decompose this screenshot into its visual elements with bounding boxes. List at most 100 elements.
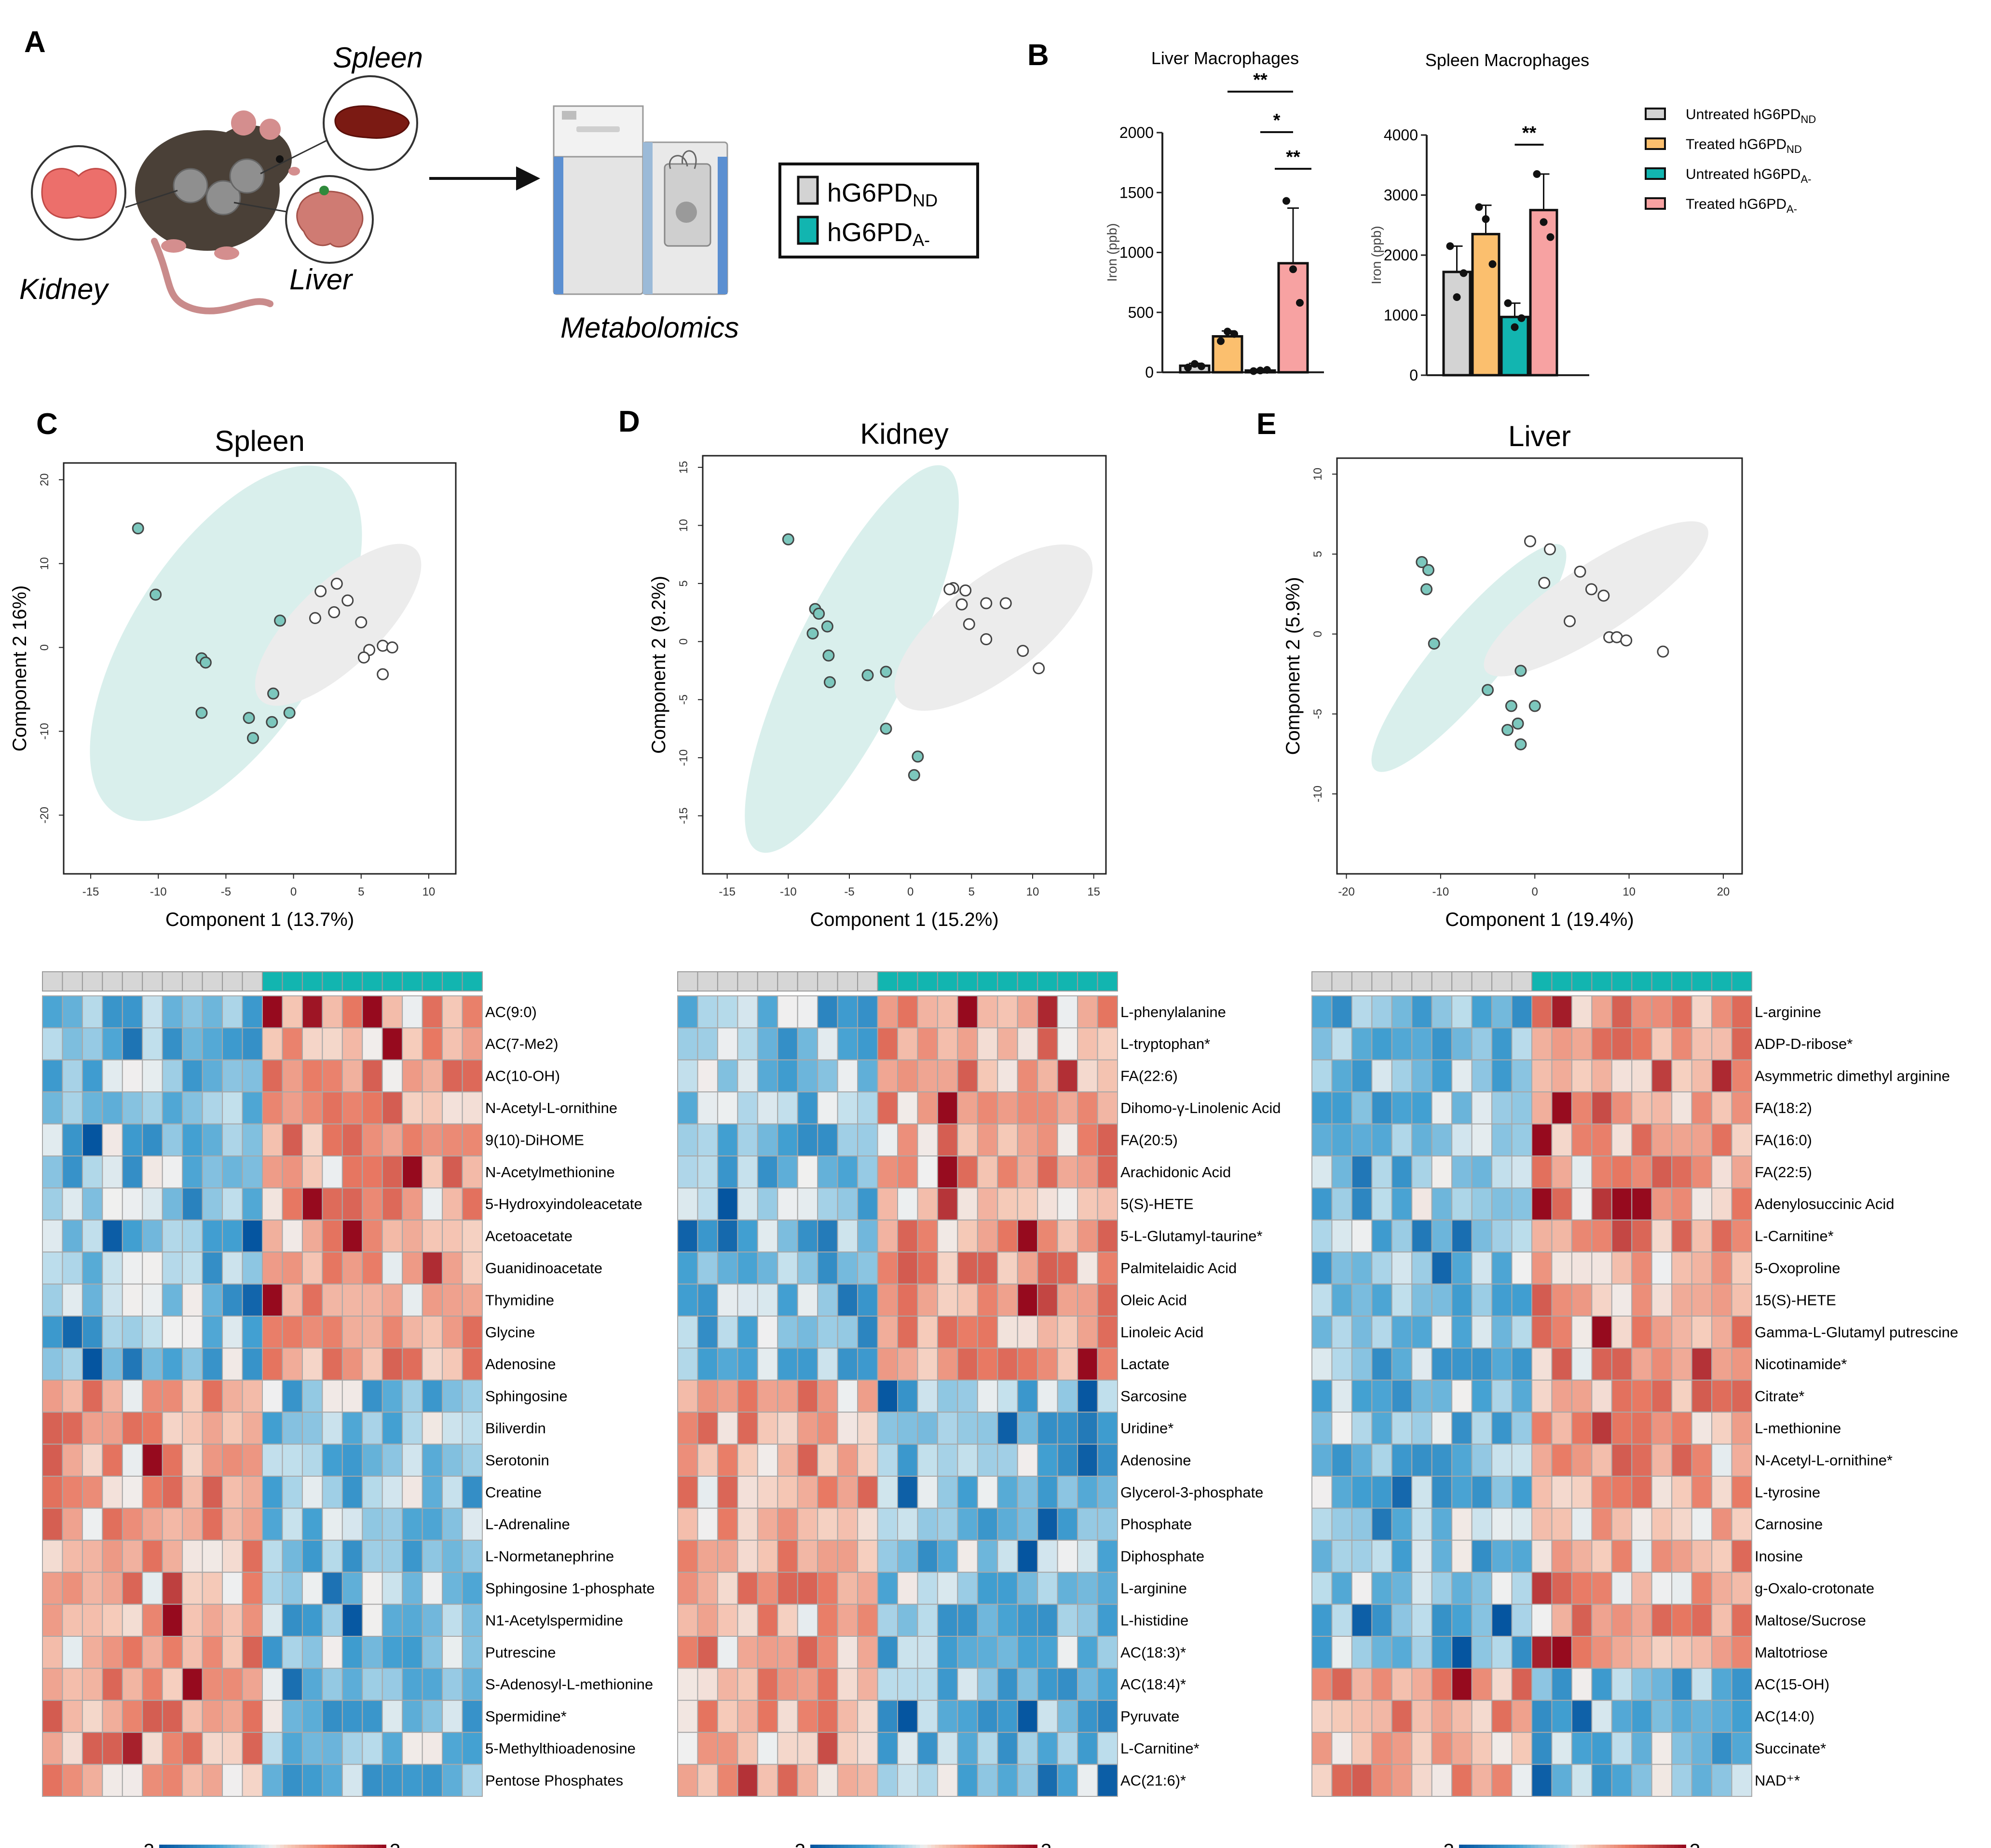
heatmap-cell (777, 995, 798, 1029)
x-tick-label: 0 (290, 885, 297, 898)
heatmap-cell (937, 1316, 958, 1349)
heatmap-cell (242, 1347, 263, 1381)
heatmap-cell (382, 1412, 403, 1445)
heatmap-cell (282, 1123, 303, 1157)
heatmap-cell (102, 1699, 123, 1733)
heatmap-cell (1671, 1219, 1692, 1253)
heatmap-cell (341, 1123, 363, 1157)
heatmap-cell (857, 1379, 878, 1413)
heatmap-cell (1611, 1476, 1633, 1509)
heatmap-cell (1037, 1539, 1058, 1573)
heatmap-cell (1531, 995, 1553, 1029)
heatmap-cell (857, 1123, 878, 1157)
heatmap-cell (717, 1476, 738, 1509)
heatmap-cell (182, 1764, 203, 1797)
heatmap-cell (222, 1091, 243, 1125)
heatmap-cell (301, 1283, 323, 1317)
heatmap-cell (1491, 1251, 1513, 1285)
heatmap-cell (1611, 1155, 1633, 1189)
heatmap-cell (122, 1476, 143, 1509)
x-tick-label: 10 (423, 885, 436, 898)
heatmap-cell (1651, 1443, 1673, 1477)
color-scale-segment (1482, 1845, 1486, 1848)
heatmap-cell (977, 1699, 998, 1733)
heatmap-cell (1531, 1283, 1553, 1317)
row-label: AC(15-OH) (1755, 1676, 1829, 1693)
heatmap-cell (1057, 1699, 1078, 1733)
heatmap-cell (737, 1539, 758, 1573)
heatmap-cell (341, 1091, 363, 1125)
heatmap-cell (1037, 995, 1058, 1029)
heatmap-cell (1471, 1764, 1493, 1797)
bar-1 (1442, 271, 1472, 377)
color-scale-segment (212, 1845, 217, 1848)
kidney-heatmap: L-phenylalanineL-tryptophan*FA(22:6)Diho… (677, 971, 1281, 1848)
heatmap-cell (182, 1572, 203, 1605)
heatmap-cell (202, 1764, 223, 1797)
heatmap-cell (957, 1412, 978, 1445)
heatmap-cell (1371, 1283, 1392, 1317)
heatmap-cell (997, 1219, 1018, 1253)
heatmap-cell (1331, 1412, 1352, 1445)
color-scale-segment (1633, 1845, 1637, 1848)
color-scale-segment (197, 1845, 202, 1848)
row-label: 5-L-Glutamyl-taurine* (1120, 1228, 1263, 1245)
scatter-point (861, 669, 874, 681)
heatmap-cell (1691, 1379, 1713, 1413)
color-scale-segment (954, 1845, 958, 1848)
heatmap-cell (102, 1508, 123, 1541)
heatmap-cell (1591, 1027, 1612, 1060)
heatmap-cell (1691, 1155, 1713, 1189)
heatmap-cell (162, 1476, 183, 1509)
heatmap-cell (677, 1059, 698, 1093)
heatmap-cell (797, 1059, 818, 1093)
color-scale-segment (1478, 1845, 1482, 1848)
heatmap-cell (1451, 1636, 1473, 1669)
heatmap-cell (697, 1123, 718, 1157)
color-scale-segment (1629, 1845, 1634, 1848)
heatmap-cell (282, 1091, 303, 1125)
heatmap-cell (797, 1764, 818, 1797)
heatmap-cell (1017, 1059, 1038, 1093)
heatmap-cell (677, 1668, 698, 1701)
heatmap-cell (142, 1027, 163, 1060)
heatmap-cell (737, 1572, 758, 1605)
heatmap-cell (462, 1219, 483, 1253)
heatmap-cell (62, 1476, 83, 1509)
heatmap-cell (777, 1699, 798, 1733)
heatmap-cell (837, 1027, 859, 1060)
heatmap-cell (1411, 1572, 1432, 1605)
heatmap-cell (382, 1572, 403, 1605)
heatmap-cell (62, 1636, 83, 1669)
heatmap-cell (1551, 1572, 1572, 1605)
heatmap-cell (957, 1572, 978, 1605)
heatmap-cell (1371, 1316, 1392, 1349)
heatmap-cell (677, 1316, 698, 1349)
heatmap-cell (697, 1412, 718, 1445)
plot-frame (63, 462, 457, 875)
heatmap-cell (402, 1283, 423, 1317)
heatmap-cell (1097, 1764, 1118, 1797)
heatmap-cell (102, 1572, 123, 1605)
color-scale-segment (878, 1845, 883, 1848)
heatmap-cell (1077, 1379, 1098, 1413)
heatmap-cell (282, 1316, 303, 1349)
heatmap-cell (1351, 1123, 1373, 1157)
heatmap-cell (817, 1123, 838, 1157)
bar-4 (1277, 262, 1309, 374)
row-label: N-Acetyl-L-ornithine* (1755, 1452, 1893, 1468)
heatmap-cell (1591, 1412, 1612, 1445)
color-scale-segment (261, 1845, 266, 1848)
color-scale-segment (1678, 1845, 1683, 1848)
heatmap-cell (977, 1668, 998, 1701)
color-scale-segment (325, 1845, 330, 1848)
heatmap-cell (262, 1412, 283, 1445)
heatmap-cell (162, 1187, 183, 1221)
heatmap-cell (817, 1187, 838, 1221)
heatmap-cell (262, 1443, 283, 1477)
heatmap-cell (1651, 1764, 1673, 1797)
heatmap-cell (1451, 1251, 1473, 1285)
heatmap-cell (677, 1636, 698, 1669)
heatmap-cell (817, 995, 838, 1029)
heatmap-cell (1691, 1316, 1713, 1349)
